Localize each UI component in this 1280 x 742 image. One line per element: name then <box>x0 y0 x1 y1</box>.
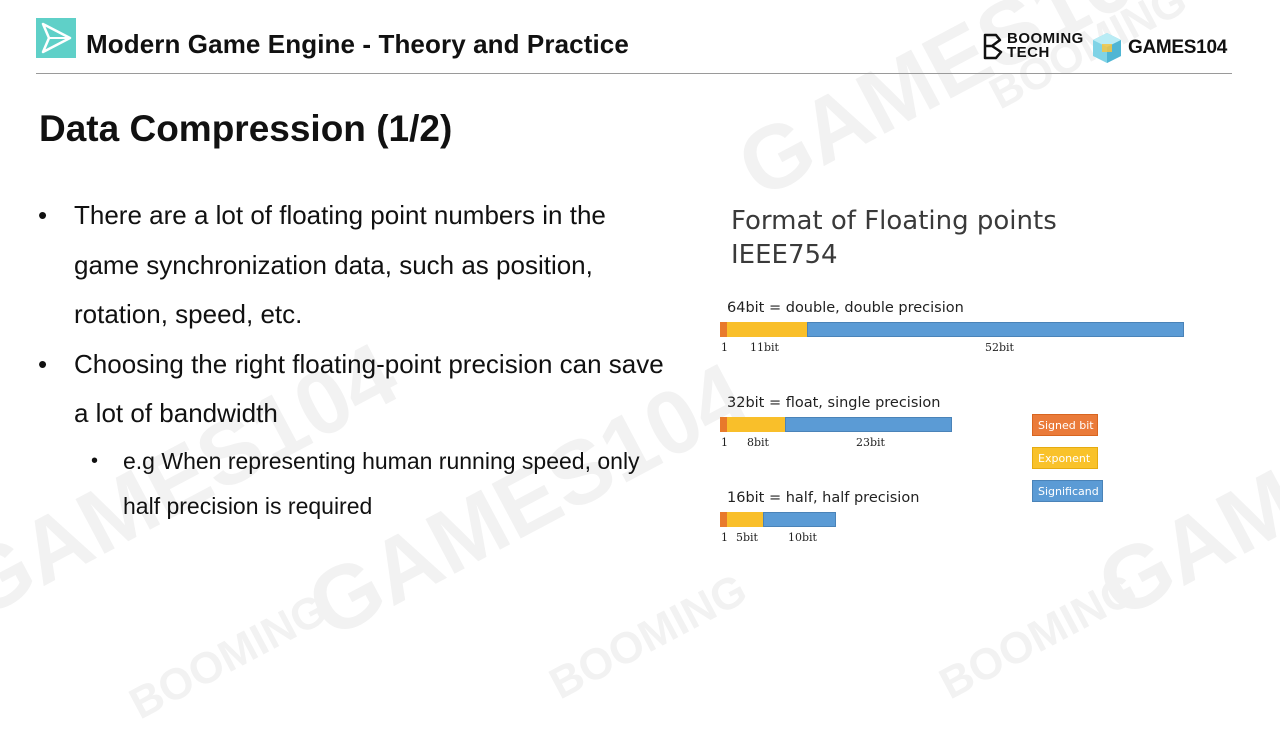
bar-32bit-sign <box>720 417 727 432</box>
bar-32bit-significand <box>785 417 952 432</box>
header-divider <box>36 73 1232 74</box>
bar-16bit-sign <box>720 512 727 527</box>
tick-16bit-sign: 1 <box>721 531 728 544</box>
tick-64bit-sign: 1 <box>721 341 728 354</box>
svg-text:BOOMING: BOOMING <box>542 565 755 709</box>
legend-significand: Significand <box>1032 480 1103 502</box>
sub-bullet-item: • e.g When representing human running sp… <box>38 439 678 529</box>
bar-64bit-significand <box>806 322 1184 337</box>
figure-title-line1: Format of Floating points <box>731 206 1057 236</box>
course-logo <box>36 18 76 58</box>
bullet-marker: • <box>38 200 48 230</box>
booming-tech-logo: BOOMING TECH <box>982 30 1087 61</box>
bullet-marker: • <box>38 348 48 379</box>
bullet-item: • Choosing the right floating-point prec… <box>38 340 678 439</box>
svg-text:GAMES104: GAMES104 <box>1082 324 1280 638</box>
header-title: Modern Game Engine - Theory and Practice <box>86 29 629 59</box>
legend-exponent: Exponent <box>1032 447 1098 469</box>
bullet-text: Choosing the right floating-point precis… <box>74 348 664 429</box>
cube-icon <box>1093 33 1121 63</box>
bullet-text: There are a lot of floating point number… <box>74 200 606 329</box>
play-arrow-icon <box>41 22 72 54</box>
format-label-32bit: 32bit = float, single precision <box>727 395 941 411</box>
svg-text:BOOMING: BOOMING <box>122 585 335 729</box>
bar-32bit-exponent <box>727 417 785 432</box>
bar-16bit-significand <box>763 512 836 527</box>
bar-16bit-exponent <box>727 512 764 527</box>
tick-32bit-exponent: 8bit <box>747 436 769 449</box>
slide-title: Data Compression (1/2) <box>39 108 453 149</box>
tick-64bit-exponent: 11bit <box>750 341 779 354</box>
bullet-list: • There are a lot of floating point numb… <box>38 191 678 529</box>
svg-text:BOOMING: BOOMING <box>932 565 1145 709</box>
sub-bullet-marker: • <box>91 449 99 472</box>
tick-64bit-significand: 52bit <box>985 341 1014 354</box>
format-label-64bit: 64bit = double, double precision <box>727 300 964 316</box>
bullet-item: • There are a lot of floating point numb… <box>38 191 678 340</box>
tick-16bit-significand: 10bit <box>788 531 817 544</box>
tick-32bit-significand: 23bit <box>856 436 885 449</box>
booming-tech-text: BOOMING TECH <box>1007 30 1084 61</box>
legend-signed-bit: Signed bit <box>1032 414 1098 436</box>
games104-logo: GAMES104 <box>1092 32 1227 64</box>
figure-title: Format of Floating points IEEE754 <box>731 204 1057 272</box>
format-label-16bit: 16bit = half, half precision <box>727 490 920 506</box>
booming-tech-icon <box>983 33 1003 60</box>
bar-64bit-sign <box>720 322 727 337</box>
sub-bullet-text: e.g When representing human running spee… <box>123 447 640 519</box>
tick-32bit-sign: 1 <box>721 436 728 449</box>
figure-title-line2: IEEE754 <box>731 240 838 270</box>
bar-64bit-exponent <box>727 322 807 337</box>
tick-16bit-exponent: 5bit <box>736 531 758 544</box>
games104-text: GAMES104 <box>1128 37 1227 58</box>
